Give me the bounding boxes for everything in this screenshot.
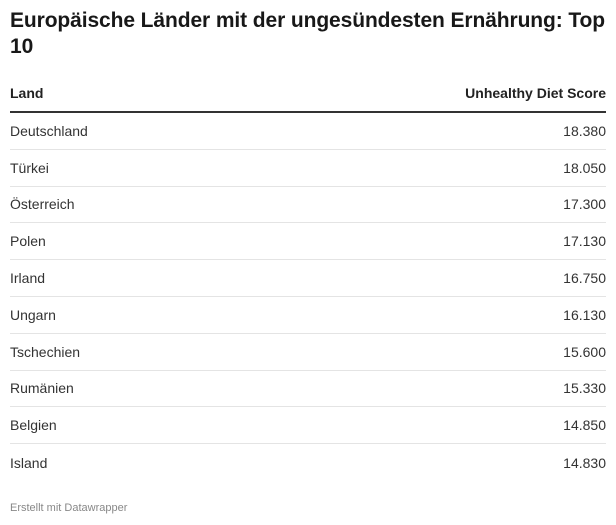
- footer-credit: Erstellt mit Datawrapper: [10, 502, 128, 514]
- table-row: Ungarn 16.130: [10, 297, 606, 334]
- cell-land: Polen: [10, 233, 46, 250]
- table-row: Island 14.830: [10, 444, 606, 481]
- column-header-land[interactable]: Land: [10, 85, 44, 101]
- cell-land: Island: [10, 454, 48, 471]
- column-header-score[interactable]: Unhealthy Diet Score: [465, 85, 606, 101]
- cell-land: Ungarn: [10, 306, 56, 323]
- cell-land: Irland: [10, 270, 46, 287]
- cell-score: 14.830: [563, 454, 606, 471]
- table-body: Deutschland 18.380 Türkei 18.050 Österreich 1…: [10, 113, 606, 481]
- cell-score: 14.850: [563, 417, 606, 434]
- cell-score: 17.300: [563, 196, 606, 213]
- table-header: Land Unhealthy Diet Score: [10, 79, 606, 113]
- table-row: Österreich 17.300: [10, 187, 606, 224]
- chart-title: Europäische Länder mit der ungesündesten…: [10, 9, 606, 58]
- cell-land: Rumänien: [10, 380, 74, 397]
- cell-score: 18.050: [563, 159, 606, 176]
- cell-score: 17.130: [563, 233, 606, 250]
- table-row: Polen 17.130: [10, 223, 606, 261]
- table-row: Rumänien 15.330: [10, 371, 606, 408]
- cell-land: Türkei: [10, 159, 49, 176]
- cell-land: Belgien: [10, 417, 57, 434]
- table-row: Deutschland 18.380: [10, 113, 606, 150]
- cell-score: 16.750: [563, 270, 606, 287]
- cell-score: 16.130: [563, 306, 606, 323]
- cell-land: Tschechien: [10, 343, 81, 360]
- table-row: Tschechien 15.600: [10, 334, 606, 371]
- cell-score: 15.330: [563, 380, 606, 397]
- cell-score: 15.600: [563, 343, 606, 360]
- cell-score: 18.380: [563, 122, 606, 139]
- cell-land: Deutschland: [10, 122, 88, 139]
- table-row: Irland 16.750: [10, 260, 606, 297]
- data-table: Land Unhealthy Diet Score Deutschland 18.…: [10, 79, 606, 481]
- cell-land: Österreich: [10, 196, 75, 213]
- table-row: Türkei 18.050: [10, 150, 606, 187]
- table-row: Belgien 14.850: [10, 407, 606, 445]
